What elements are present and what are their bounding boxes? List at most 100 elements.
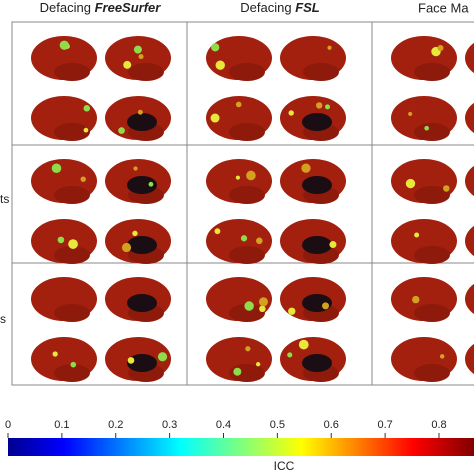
high-icc-spot: [424, 125, 429, 131]
high-icc-spot: [215, 60, 225, 70]
high-icc-spot: [157, 352, 168, 362]
medial-wall: [302, 176, 332, 194]
high-icc-spot: [287, 352, 293, 358]
row-label: ts: [0, 192, 9, 206]
high-icc-spot: [298, 339, 309, 350]
high-icc-spot: [138, 54, 144, 60]
medial-wall: [127, 236, 157, 254]
brain-lobe: [229, 246, 265, 264]
colorbar-label: ICC: [274, 459, 295, 473]
high-icc-spot: [301, 163, 311, 173]
high-icc-spot: [211, 43, 220, 52]
high-icc-spot: [133, 45, 142, 54]
high-icc-spot: [412, 295, 420, 304]
medial-wall: [127, 176, 157, 194]
high-icc-spot: [259, 305, 266, 313]
brain-lobe: [54, 304, 90, 322]
brain-lobe: [229, 186, 265, 204]
brain-renderings: [31, 36, 474, 382]
colorbar-tick-label: 0: [5, 419, 11, 431]
high-icc-spot: [121, 242, 132, 253]
high-icc-spot: [233, 367, 242, 376]
high-icc-spot: [137, 109, 143, 115]
high-icc-spot: [59, 40, 69, 50]
high-icc-spot: [408, 111, 413, 117]
high-icc-spot: [443, 185, 450, 192]
high-icc-spot: [288, 307, 296, 315]
colorbar-tick-label: 0.2: [108, 419, 123, 431]
high-icc-spot: [214, 228, 221, 235]
row-label: s: [0, 312, 6, 326]
high-icc-spot: [437, 44, 444, 52]
brain-lobe: [414, 123, 450, 141]
medial-wall: [302, 236, 332, 254]
brain-lobe: [54, 364, 90, 382]
brain-lobe: [54, 246, 90, 264]
high-icc-spot: [329, 241, 337, 249]
high-icc-spot: [414, 232, 420, 238]
brain: [465, 42, 474, 74]
medial-wall: [127, 113, 157, 131]
high-icc-spot: [327, 45, 332, 50]
brain-lobe: [54, 123, 90, 141]
brain-lobe: [229, 123, 265, 141]
brain-lobe: [229, 304, 265, 322]
medial-wall: [302, 113, 332, 131]
high-icc-spot: [245, 346, 251, 352]
medial-wall: [302, 354, 332, 372]
brain-lobe: [229, 63, 265, 81]
high-icc-spot: [123, 60, 132, 69]
high-icc-spot: [235, 175, 240, 180]
high-icc-spot: [235, 101, 242, 108]
brain: [465, 343, 474, 375]
high-icc-spot: [255, 362, 261, 367]
colorbar-tick-label: 0.8: [431, 419, 446, 431]
high-icc-spot: [322, 302, 330, 310]
high-icc-spot: [70, 361, 77, 368]
colorbar-tick-label: 0.5: [270, 419, 285, 431]
high-icc-spot: [52, 351, 58, 357]
high-icc-spot: [83, 105, 91, 112]
column-title: Defacing FSL: [240, 0, 320, 15]
high-icc-spot: [256, 237, 263, 245]
high-icc-spot: [246, 170, 256, 181]
brain-lobe: [414, 364, 450, 382]
brain-lobe: [414, 186, 450, 204]
colorbar: [8, 438, 474, 456]
high-icc-spot: [288, 110, 294, 116]
brain: [465, 283, 474, 315]
medial-wall: [302, 294, 332, 312]
high-icc-spot: [240, 235, 248, 242]
high-icc-spot: [133, 166, 138, 171]
colorbar-tick-label: 0.3: [162, 419, 177, 431]
colorbar-tick-label: 0.6: [324, 419, 339, 431]
high-icc-spot: [148, 181, 154, 187]
high-icc-spot: [132, 230, 138, 237]
high-icc-spot: [80, 176, 86, 182]
medial-wall: [127, 354, 157, 372]
high-icc-spot: [315, 102, 323, 109]
brain-lobe: [414, 304, 450, 322]
colorbar-tick-label: 0.1: [54, 419, 69, 431]
high-icc-spot: [127, 357, 135, 364]
column-title: Defacing FreeSurfer: [40, 0, 162, 15]
colorbar-tick-label: 0.4: [216, 419, 231, 431]
brain-lobe: [128, 63, 164, 81]
high-icc-spot: [259, 297, 268, 307]
high-icc-spot: [405, 178, 416, 189]
medial-wall: [127, 294, 157, 312]
brain-lobe: [54, 63, 90, 81]
high-icc-spot: [68, 239, 78, 249]
high-icc-spot: [210, 113, 220, 123]
brain: [465, 225, 474, 257]
colorbar-tick-label: 0.7: [377, 419, 392, 431]
brain-lobe: [54, 186, 90, 204]
high-icc-spot: [51, 163, 62, 174]
column-title: Face Ma: [418, 0, 469, 15]
high-icc-spot: [244, 301, 254, 311]
brain: [465, 102, 474, 134]
high-icc-spot: [57, 236, 65, 244]
high-icc-spot: [439, 354, 445, 359]
high-icc-spot: [118, 127, 125, 134]
high-icc-spot: [83, 127, 89, 133]
